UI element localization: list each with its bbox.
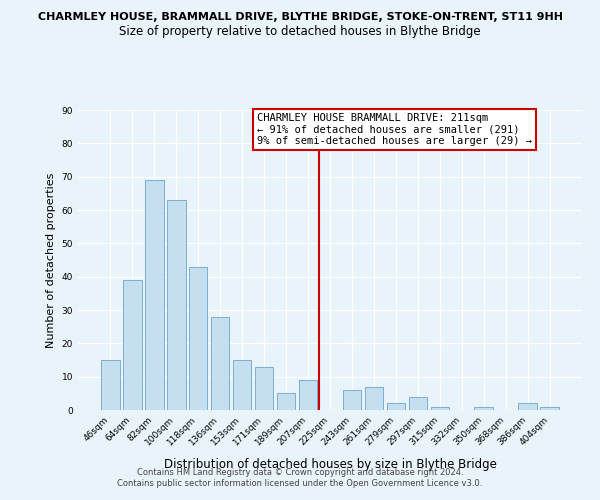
Text: CHARMLEY HOUSE BRAMMALL DRIVE: 211sqm
← 91% of detached houses are smaller (291): CHARMLEY HOUSE BRAMMALL DRIVE: 211sqm ← … — [257, 113, 532, 146]
Bar — [233, 360, 251, 410]
Bar — [145, 180, 164, 410]
Bar — [101, 360, 119, 410]
Text: CHARMLEY HOUSE, BRAMMALL DRIVE, BLYTHE BRIDGE, STOKE-ON-TRENT, ST11 9HH: CHARMLEY HOUSE, BRAMMALL DRIVE, BLYTHE B… — [37, 12, 563, 22]
Text: Contains HM Land Registry data © Crown copyright and database right 2024.
Contai: Contains HM Land Registry data © Crown c… — [118, 468, 482, 487]
Y-axis label: Number of detached properties: Number of detached properties — [46, 172, 56, 348]
Bar — [475, 406, 493, 410]
Bar — [123, 280, 142, 410]
Bar — [189, 266, 208, 410]
Bar — [255, 366, 274, 410]
Bar — [167, 200, 185, 410]
Bar — [299, 380, 317, 410]
Bar — [541, 406, 559, 410]
Bar — [386, 404, 405, 410]
Text: Size of property relative to detached houses in Blythe Bridge: Size of property relative to detached ho… — [119, 25, 481, 38]
Bar — [365, 386, 383, 410]
Bar — [431, 406, 449, 410]
X-axis label: Distribution of detached houses by size in Blythe Bridge: Distribution of detached houses by size … — [164, 458, 496, 471]
Bar — [518, 404, 537, 410]
Bar — [277, 394, 295, 410]
Bar — [211, 316, 229, 410]
Bar — [343, 390, 361, 410]
Bar — [409, 396, 427, 410]
